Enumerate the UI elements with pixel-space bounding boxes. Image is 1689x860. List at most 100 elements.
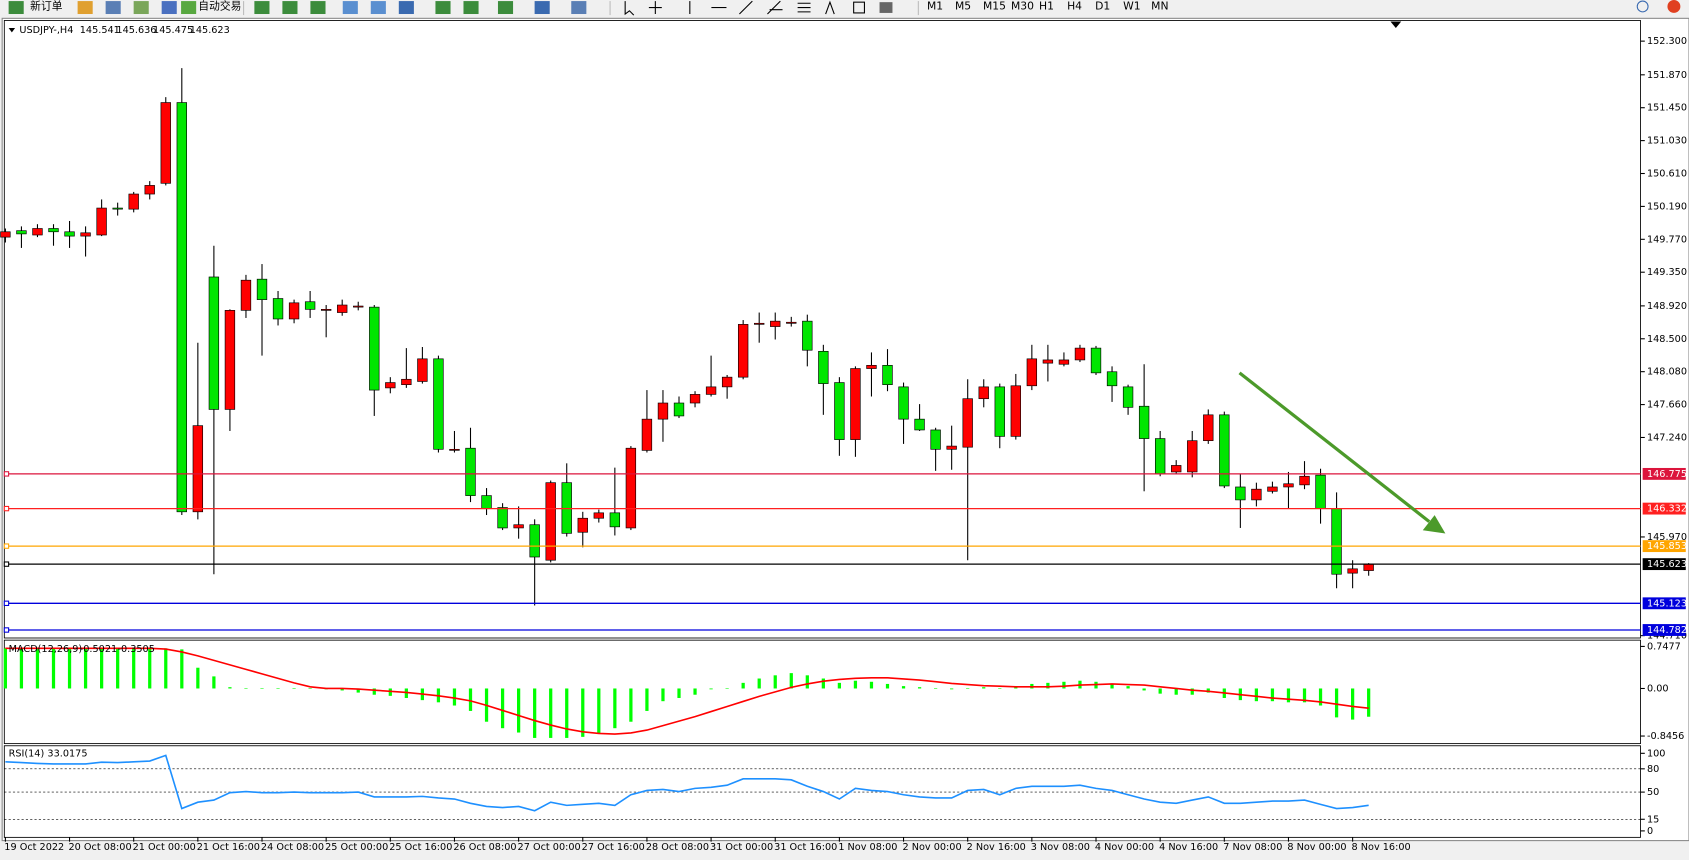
toolbar-icon[interactable]	[77, 1, 93, 15]
indicators-button[interactable]	[497, 1, 514, 15]
candle-body	[978, 386, 989, 400]
timeframe-button[interactable]: H4	[1067, 0, 1082, 12]
bar-chart-button[interactable]	[254, 1, 270, 15]
macd-bar	[1270, 688, 1275, 702]
text-button[interactable]	[825, 0, 835, 15]
macd-bar	[180, 649, 184, 689]
timeframe-button[interactable]: M1	[927, 0, 943, 12]
timeframe-button[interactable]: M5	[955, 0, 971, 12]
cursor-button[interactable]	[624, 1, 635, 16]
macd-bar	[789, 673, 793, 689]
candle-body	[449, 448, 460, 451]
timeframe-button[interactable]: W1	[1123, 0, 1141, 12]
candle-body	[1074, 347, 1086, 361]
candle-body	[160, 102, 171, 184]
x-tick-label: 7 Nov 08:00	[1223, 842, 1282, 853]
price-level-label-bg	[1642, 502, 1686, 515]
macd-bar	[998, 688, 1002, 689]
zoom-in-button[interactable]	[342, 1, 358, 15]
x-tick-label: 4 Nov 16:00	[1159, 842, 1218, 853]
candle-body	[1251, 488, 1262, 501]
trendline-button[interactable]	[739, 0, 753, 15]
shift-button[interactable]	[463, 1, 479, 15]
x-tick-label: 24 Oct 08:00	[261, 842, 324, 853]
label-button[interactable]	[853, 1, 865, 14]
x-tick-label: 27 Oct 00:00	[518, 842, 581, 853]
candle-body	[866, 365, 877, 369]
candle-body	[304, 301, 316, 310]
toolbar-icon[interactable]	[133, 1, 149, 15]
candle-body	[737, 324, 749, 378]
timeframe-button[interactable]: D1	[1095, 0, 1110, 12]
ohlc-low: 145.475	[153, 25, 193, 36]
macd-bar	[1126, 686, 1130, 689]
macd-bar	[356, 688, 360, 693]
candle-body	[721, 376, 733, 388]
candle-body	[593, 512, 604, 519]
candle-body	[834, 382, 845, 440]
fibo-button[interactable]	[797, 2, 811, 13]
y-tick-label: 147.240	[1647, 432, 1687, 443]
line-chart-button[interactable]	[310, 1, 326, 15]
y-tick-label: 144.710	[1647, 631, 1687, 642]
candle-body	[272, 298, 284, 320]
candle-body	[224, 310, 236, 410]
candle-body	[1171, 465, 1182, 473]
search-button[interactable]	[1636, 0, 1649, 13]
rsi-y-tick-label: 100	[1647, 748, 1666, 759]
toolbar-icon[interactable]	[161, 1, 177, 15]
price-level-label-bg	[1642, 467, 1686, 480]
toolbar-icon[interactable]	[105, 1, 121, 15]
candle-body	[689, 394, 701, 404]
x-tick-label: 26 Oct 08:00	[453, 842, 516, 853]
zoom-out-button[interactable]	[370, 1, 386, 15]
price-level-handle	[3, 600, 10, 606]
periods-button[interactable]	[534, 1, 550, 15]
x-tick-label: 3 Nov 08:00	[1031, 842, 1090, 853]
timeframe-button[interactable]: H1	[1039, 0, 1054, 12]
crosshair-button[interactable]	[648, 1, 662, 15]
timeframe-button[interactable]: M15	[983, 0, 1006, 12]
notification-button[interactable]	[1667, 0, 1681, 13]
new-order-button[interactable]: 新订单	[30, 0, 63, 12]
x-tick-label: 8 Nov 16:00	[1352, 842, 1411, 853]
macd-bar	[1334, 688, 1339, 718]
macd-bar	[709, 688, 713, 690]
templates-button[interactable]	[571, 1, 587, 15]
macd-bar	[164, 648, 168, 689]
candle-chart-button[interactable]	[282, 1, 298, 15]
candle-body	[545, 482, 556, 561]
auto-trading-button[interactable]: 自动交易	[198, 0, 241, 12]
ohlc-high: 145.636	[116, 25, 156, 36]
y-tick-label: 145.970	[1647, 532, 1687, 543]
candle-body	[1090, 347, 1102, 374]
auto-trading-icon[interactable]	[181, 1, 197, 15]
x-tick-label: 27 Oct 16:00	[582, 842, 645, 853]
candle-body	[1026, 358, 1038, 387]
scroll-button[interactable]	[435, 1, 451, 15]
macd-bar	[565, 688, 569, 738]
bid-line-handle	[3, 561, 10, 567]
toolbar-bg	[0, 0, 1689, 17]
timeframe-button[interactable]: MN	[1151, 0, 1168, 12]
candle-body	[112, 207, 123, 210]
macd-bar	[468, 688, 473, 711]
candle-body	[176, 102, 187, 513]
candle-body	[577, 517, 588, 533]
candle-body	[288, 302, 300, 320]
candle-body	[369, 306, 380, 391]
macd-bar	[1351, 688, 1355, 720]
channel-button[interactable]	[767, 0, 783, 15]
macd-bar	[19, 648, 24, 689]
macd-bar	[148, 648, 152, 689]
symbol-label: USDJPY-,H4	[19, 25, 73, 36]
candle-body	[1219, 414, 1230, 487]
symbol-menu-marker	[8, 28, 16, 33]
candle-body	[914, 418, 925, 431]
macd-bar	[1046, 682, 1050, 689]
timeframe-button[interactable]: M30	[1011, 0, 1034, 12]
tile-button[interactable]	[398, 1, 414, 15]
new-order-icon[interactable]	[8, 1, 24, 15]
macd-bar	[1318, 688, 1323, 706]
shapes-button[interactable]	[879, 2, 893, 13]
